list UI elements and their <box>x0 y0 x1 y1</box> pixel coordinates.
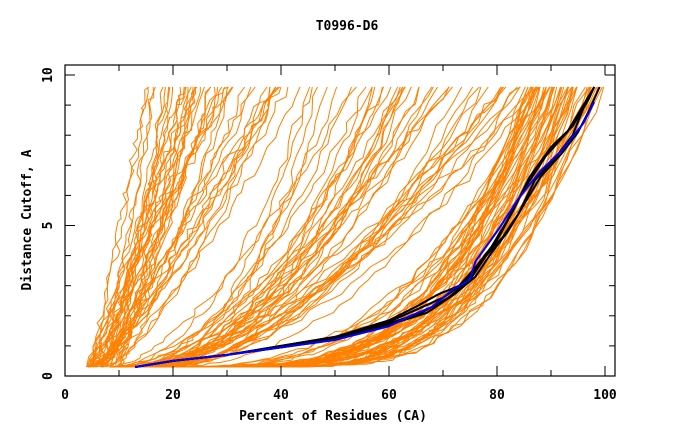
x-tick-label: 60 <box>381 388 397 403</box>
x-tick-label: 100 <box>593 388 617 403</box>
model-curve-medium-models <box>161 86 313 368</box>
x-axis-label: Percent of Residues (CA) <box>239 409 427 424</box>
model-curve-poor-models <box>92 86 149 368</box>
model-curve-good-models <box>256 86 558 368</box>
model-curve-poor-models <box>100 86 281 368</box>
model-curve-good-models <box>237 86 600 368</box>
x-axis: 0 20 40 60 80 100 <box>61 65 617 403</box>
model-curve-poor-models <box>93 86 212 368</box>
y-tick-label: 10 <box>41 67 56 83</box>
series-reference <box>135 101 596 368</box>
model-curve-good-models <box>203 86 538 368</box>
model-curve-medium-models <box>155 86 392 368</box>
y-tick-label: 0 <box>41 372 56 380</box>
model-curve-poor-models <box>101 86 277 368</box>
model-curve-poor-models <box>91 86 187 368</box>
model-curve-poor-models <box>102 86 186 368</box>
model-curve-medium-models <box>113 86 311 368</box>
model-curve-medium-models <box>108 86 507 368</box>
y-axis-label: Distance Cutoff, A <box>20 149 35 290</box>
model-curve-poor-models <box>118 86 229 368</box>
x-tick-label: 0 <box>61 388 69 403</box>
x-tick-label: 40 <box>273 388 289 403</box>
model-curve-poor-models <box>101 86 197 368</box>
model-curve-poor-models <box>115 87 173 368</box>
plot-area <box>86 86 605 368</box>
model-curve-medium-models <box>167 86 518 368</box>
plot-frame <box>64 64 616 377</box>
model-curve-poor-models <box>103 86 271 368</box>
model-curve-poor-models <box>105 86 164 368</box>
model-curve-poor-models <box>100 86 282 368</box>
y-tick-label: 5 <box>41 222 56 230</box>
model-curve-medium-models <box>113 86 502 368</box>
model-curve-poor-models <box>106 86 279 368</box>
model-curve-poor-models <box>90 86 229 368</box>
model-curve-poor-models <box>87 86 198 368</box>
model-curve-good-models <box>251 86 574 368</box>
model-curve-good-models <box>212 86 551 368</box>
x-tick-label: 80 <box>489 388 505 403</box>
chart-title: T0996-D6 <box>316 19 379 34</box>
model-curve-medium-models <box>111 86 352 368</box>
x-tick-label: 20 <box>165 388 181 403</box>
y-axis: 0 5 10 <box>41 67 615 380</box>
model-curve-medium-models <box>119 86 533 368</box>
model-curve-poor-models <box>109 86 194 368</box>
model-curve-medium-models <box>133 86 383 368</box>
model-curve-poor-models <box>86 86 149 368</box>
model-curve-medium-models <box>159 86 463 368</box>
model-curve-good-models <box>216 86 545 368</box>
model-curve-good-models <box>190 86 536 368</box>
model-curve-medium-models <box>111 86 450 368</box>
model-curve-medium-models <box>112 86 357 368</box>
